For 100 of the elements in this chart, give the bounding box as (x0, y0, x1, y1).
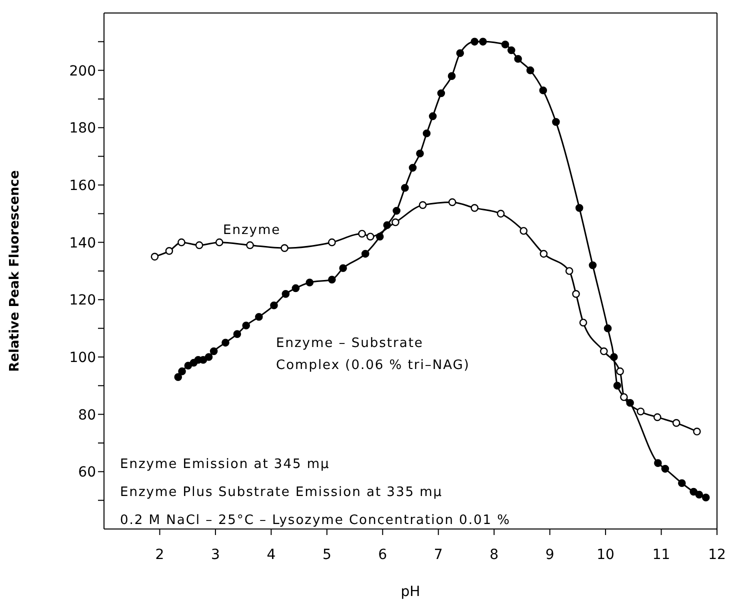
point (456, 49, 464, 58)
point (470, 38, 478, 46)
point (306, 278, 314, 286)
point (514, 54, 522, 63)
point (437, 89, 446, 98)
point (376, 232, 384, 240)
point (690, 488, 698, 496)
y-tick-label: 160 (69, 178, 96, 194)
point (174, 373, 182, 381)
point (539, 86, 548, 94)
y-tick-label: 200 (69, 63, 96, 80)
point (328, 276, 336, 284)
point (361, 250, 370, 258)
point (575, 204, 584, 212)
series-label: Enzyme (223, 222, 281, 240)
point (448, 198, 456, 206)
point (204, 353, 213, 361)
point (184, 362, 192, 370)
point (233, 330, 242, 338)
annotation: Enzyme Plus Substrate Emission at 335 mμ (120, 484, 444, 502)
point (678, 479, 686, 488)
point (507, 46, 516, 54)
point (479, 38, 487, 46)
series-label: Enzyme – Substrate Complex (0.06 % tri–NAG) (276, 335, 470, 375)
x-tick-label: 10 (596, 546, 614, 563)
point (270, 302, 278, 310)
point (292, 284, 300, 292)
point (416, 150, 424, 158)
point (540, 250, 548, 258)
point (358, 230, 366, 238)
point (572, 290, 580, 298)
point (242, 322, 250, 330)
x-tick-label: 6 (378, 546, 388, 563)
point (672, 419, 680, 427)
point (328, 238, 336, 246)
point (526, 66, 534, 74)
point (165, 247, 174, 255)
point (496, 210, 505, 218)
y-axis-title: Relative Peak Fluorescence (8, 170, 23, 372)
point (222, 338, 230, 347)
point (653, 413, 662, 422)
point (600, 347, 608, 356)
point (470, 204, 478, 212)
point (422, 130, 431, 138)
point (693, 428, 701, 436)
point (661, 464, 670, 473)
point (626, 398, 634, 407)
point (215, 238, 224, 246)
x-tick-label: 8 (490, 546, 499, 563)
x-tick-label: 5 (322, 546, 332, 563)
point (428, 112, 437, 120)
point (620, 393, 628, 402)
x-tick-label: 12 (708, 546, 726, 563)
point (150, 252, 159, 261)
y-tick-label: 100 (69, 350, 96, 366)
point (178, 367, 186, 376)
point (565, 267, 574, 275)
y-tick-label: 60 (78, 464, 96, 481)
point (392, 218, 400, 226)
point (579, 318, 588, 326)
point (339, 264, 347, 272)
point (246, 241, 254, 250)
x-tick-label: 2 (155, 546, 164, 563)
x-tick-label: 11 (652, 546, 670, 563)
y-tick-label: 80 (78, 407, 96, 424)
point (552, 118, 560, 126)
point (178, 238, 186, 246)
x-axis-title: pH (400, 584, 420, 600)
point (195, 241, 204, 250)
point (520, 226, 528, 235)
point (210, 347, 218, 356)
x-tick-label: 4 (266, 546, 276, 563)
point (255, 312, 263, 321)
point (702, 494, 710, 502)
point (383, 221, 391, 230)
y-tick-label: 120 (69, 292, 96, 309)
point (613, 382, 622, 390)
annotation: Enzyme Emission at 345 mμ (120, 456, 331, 474)
point (401, 184, 409, 192)
point (418, 201, 427, 209)
point (604, 324, 612, 332)
point (636, 408, 645, 416)
point (448, 72, 456, 80)
point (392, 206, 400, 215)
point (501, 40, 510, 48)
annotation: 0.2 M NaCl – 25°C – Lysozyme Concentration 0.01 % (120, 512, 510, 530)
point (695, 490, 704, 498)
point (282, 290, 290, 298)
y-tick-label: 140 (69, 235, 96, 252)
x-tick-label: 9 (545, 546, 554, 563)
y-tick-label: 180 (69, 120, 96, 137)
point (610, 353, 618, 361)
point (654, 459, 662, 467)
point (280, 244, 288, 252)
point (408, 164, 417, 172)
point (616, 367, 624, 376)
point (588, 261, 597, 270)
x-tick-label: 7 (434, 546, 443, 563)
x-tick-label: 3 (210, 546, 220, 563)
point (366, 232, 374, 240)
